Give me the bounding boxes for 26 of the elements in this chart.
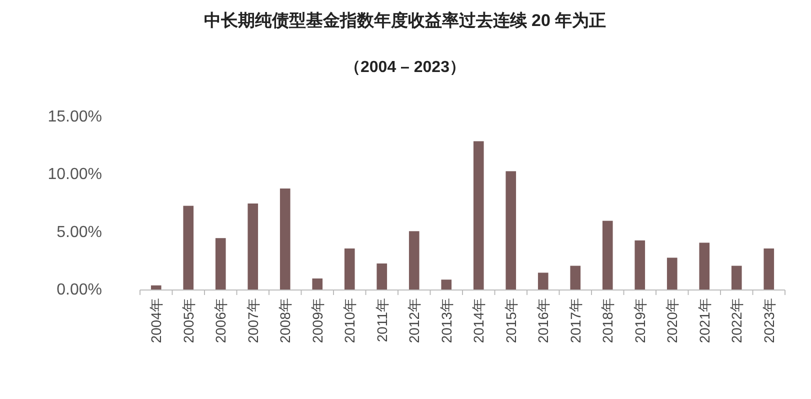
x-tick-label: 2007年 (244, 298, 261, 344)
x-tick-label: 2016年 (535, 298, 552, 344)
y-tick-label: 0.00% (56, 282, 102, 298)
x-tick-label: 2013年 (438, 298, 454, 344)
x-tick-label: 2019年 (632, 298, 648, 344)
y-tick-label: 5.00% (56, 224, 102, 241)
x-tick-label: 2014年 (470, 298, 487, 344)
x-tick-label: 2017年 (567, 298, 584, 344)
x-tick-label: 2011年 (374, 298, 390, 342)
x-tick-label: 2023年 (760, 298, 777, 344)
x-tick-label: 2004年 (148, 298, 164, 344)
x-tick-label: 2020年 (664, 298, 680, 344)
x-tick-label: 2021年 (696, 298, 712, 344)
x-tick-label: 2008年 (277, 298, 294, 344)
x-tick-label: 2022年 (728, 298, 745, 344)
x-tick-label: 2018年 (600, 298, 616, 344)
chart-title: 中长期纯债型基金指数年度收益率过去连续 20 年为正 (204, 11, 606, 30)
y-tick-label: 15.00% (48, 108, 102, 126)
chart-subtitle: （2004 – 2023） (344, 59, 466, 76)
x-tick-label: 2015年 (502, 298, 519, 344)
y-tick-label: 10.00% (48, 166, 102, 184)
x-tick-label: 2005年 (180, 298, 196, 344)
x-tick-label: 2006年 (212, 298, 229, 344)
x-tick-label: 2009年 (309, 298, 326, 344)
x-tick-label: 2010年 (342, 298, 358, 344)
x-tick-label: 2012年 (406, 298, 422, 344)
